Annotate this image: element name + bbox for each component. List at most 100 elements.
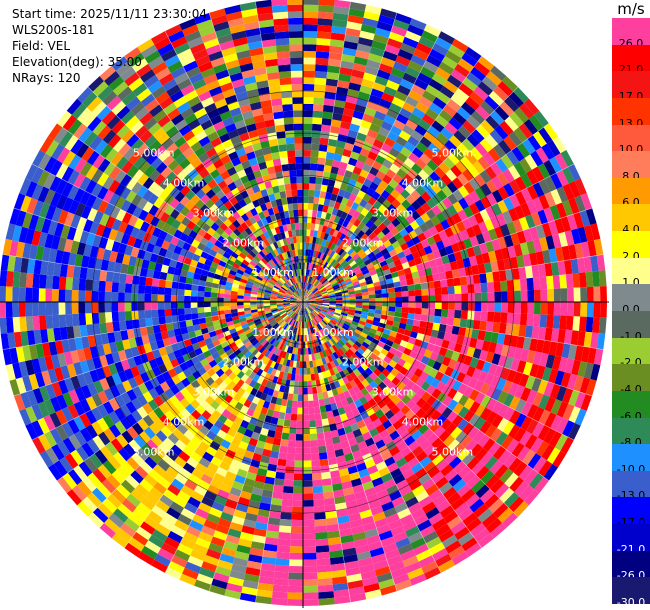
velocity-gate [583,331,593,348]
velocity-gate [326,145,336,154]
velocity-gate [463,206,474,218]
velocity-gate [25,316,34,331]
velocity-gate [330,166,339,175]
velocity-gate [250,304,257,308]
velocity-gate [282,284,289,290]
velocity-gate [530,437,544,454]
velocity-gate [263,293,271,297]
velocity-gate [287,592,303,600]
velocity-gate [309,229,315,237]
velocity-gate [261,248,268,256]
velocity-gate [233,275,242,282]
velocity-gate [369,46,385,57]
velocity-gate [383,86,398,97]
velocity-gate [590,255,599,272]
velocity-gate [411,344,421,354]
velocity-gate [227,465,240,475]
velocity-gate [418,473,432,485]
velocity-gate [315,305,323,309]
velocity-gate [450,369,460,380]
velocity-gate [307,306,312,313]
velocity-gate [98,291,105,302]
velocity-gate [395,55,411,67]
velocity-gate [178,450,191,463]
velocity-gate [472,160,485,174]
velocity-gate [313,257,318,265]
velocity-gate [338,348,345,356]
velocity-gate [116,465,131,480]
velocity-gate [380,56,396,68]
velocity-gate [381,293,389,298]
velocity-gate [303,302,309,306]
velocity-gate [262,386,270,395]
velocity-gate [567,373,578,390]
velocity-gate [369,328,377,335]
velocity-gate [321,239,327,247]
velocity-gate [485,321,494,332]
velocity-gate [309,360,314,368]
velocity-gate [102,343,112,355]
velocity-gate [195,385,205,395]
velocity-gate [538,460,553,477]
velocity-gate [447,234,458,246]
velocity-gate [174,473,188,485]
velocity-gate [332,284,340,289]
velocity-gate [316,551,330,560]
velocity-gate [529,363,540,378]
velocity-gate [236,341,245,349]
velocity-gate [190,141,203,153]
velocity-gate [377,243,387,252]
velocity-gate [369,243,378,252]
velocity-gate [382,377,392,387]
velocity-gate [97,172,109,187]
velocity-gate [303,44,317,52]
velocity-gate [473,86,489,101]
velocity-gate [446,98,461,112]
velocity-gate [562,403,575,421]
velocity-gate [277,458,287,467]
velocity-gate [103,203,115,216]
velocity-gate [480,282,488,293]
velocity-gate [309,303,316,306]
velocity-gate [208,359,218,368]
velocity-gate [390,468,403,479]
velocity-gate [360,233,369,242]
velocity-gate [316,38,331,46]
velocity-gate [535,224,546,239]
velocity-gate [458,197,469,210]
velocity-gate [534,302,541,315]
velocity-gate [432,42,449,56]
velocity-gate [428,368,439,378]
velocity-gate [217,348,226,356]
velocity-gate [428,336,438,345]
velocity-gate [190,302,198,308]
velocity-gate [417,326,426,335]
velocity-gate [83,243,93,257]
velocity-gate [460,435,473,448]
velocity-gate [127,377,139,389]
velocity-gate [355,390,365,400]
velocity-gate [263,341,270,349]
velocity-gate [296,354,301,362]
velocity-gate [67,185,80,200]
velocity-gate [526,185,539,200]
velocity-gate [260,257,268,265]
velocity-gate [256,335,264,342]
velocity-gate [408,296,416,302]
velocity-gate [222,239,232,248]
velocity-gate [429,421,441,433]
velocity-gate [395,264,404,272]
velocity-gate [375,293,383,299]
velocity-gate [171,219,182,230]
velocity-gate [106,493,122,509]
velocity-gate [422,164,434,176]
velocity-gate [322,305,330,308]
velocity-gate [87,207,98,222]
velocity-gate [306,307,312,313]
velocity-gate [356,551,372,561]
velocity-gate [70,214,81,229]
velocity-gate [132,275,140,285]
velocity-gate [329,304,336,308]
velocity-gate [342,335,350,342]
velocity-gate [305,289,308,296]
